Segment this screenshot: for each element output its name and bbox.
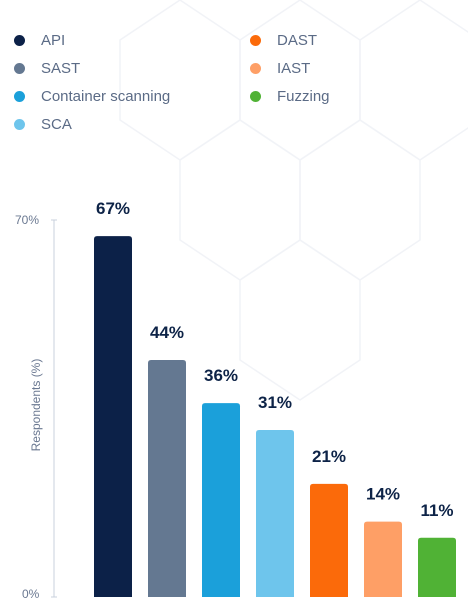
legend-item: API [14, 30, 65, 50]
data-label: 31% [258, 393, 292, 412]
legend-item: IAST [250, 58, 310, 78]
data-label: 21% [312, 447, 346, 466]
data-label: 36% [204, 366, 238, 385]
legend-item: SCA [14, 114, 72, 134]
data-label: 67% [96, 199, 130, 218]
legend-label: DAST [277, 31, 318, 49]
bar [148, 360, 186, 597]
legend: API SAST Container scanning SCA DAST IAST Fuzz… [0, 0, 468, 150]
legend-marker [250, 90, 261, 102]
y-axis-label: Respondents (%) [29, 359, 43, 452]
bar [364, 521, 402, 597]
bar [418, 537, 456, 597]
data-label: 11% [420, 501, 453, 520]
bar [202, 403, 240, 597]
legend-item: DAST [250, 30, 317, 50]
bar [94, 236, 132, 597]
legend-marker [14, 90, 25, 102]
legend-label: IAST [277, 59, 311, 77]
legend-marker [250, 34, 261, 46]
legend-label: SCA [41, 115, 72, 133]
legend-marker [14, 118, 25, 130]
y-tick-label: 0% [22, 587, 40, 601]
legend-item: Fuzzing [250, 86, 330, 106]
data-label: 14% [366, 485, 400, 504]
bar [256, 430, 294, 597]
legend-label: Fuzzing [277, 87, 330, 105]
data-label: 44% [150, 323, 184, 342]
legend-label: Container scanning [41, 87, 171, 105]
legend-marker [14, 62, 25, 74]
legend-marker [14, 34, 25, 46]
legend-label: SAST [41, 59, 81, 77]
bar [310, 483, 348, 597]
y-tick-label: 70% [15, 213, 39, 227]
legend-item: SAST [14, 58, 80, 78]
legend-label: API [41, 31, 66, 49]
legend-item: Container scanning [14, 86, 170, 106]
legend-marker [250, 62, 261, 74]
